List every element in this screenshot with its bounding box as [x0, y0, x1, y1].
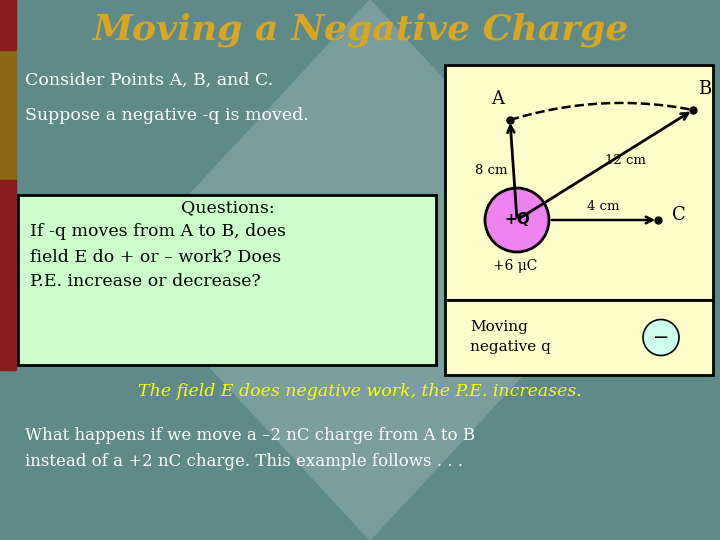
Text: field E do + or – work? Does: field E do + or – work? Does: [30, 248, 281, 266]
Bar: [445, 65, 713, 300]
Bar: [0, 0, 16, 50]
Polygon shape: [120, 0, 620, 540]
Text: instead of a +2 nC charge. This example follows . . .: instead of a +2 nC charge. This example …: [25, 454, 463, 470]
Text: 12 cm: 12 cm: [605, 153, 645, 166]
Text: +Q: +Q: [504, 213, 530, 227]
Text: +6 μC: +6 μC: [492, 259, 537, 273]
Text: Moving a Negative Charge: Moving a Negative Charge: [92, 13, 628, 47]
Text: negative q: negative q: [470, 341, 551, 354]
Bar: [445, 300, 713, 375]
Text: Suppose a negative -q is moved.: Suppose a negative -q is moved.: [25, 106, 309, 124]
Text: Consider Points A, B, and C.: Consider Points A, B, and C.: [25, 71, 274, 89]
Text: If -q moves from A to B, does: If -q moves from A to B, does: [30, 224, 286, 240]
Text: The field E does negative work, the P.E. increases.: The field E does negative work, the P.E.…: [138, 383, 582, 401]
Bar: [0, 180, 16, 370]
Text: P.E. increase or decrease?: P.E. increase or decrease?: [30, 273, 261, 291]
Text: 4 cm: 4 cm: [588, 199, 620, 213]
Text: 8 cm: 8 cm: [475, 164, 508, 177]
Circle shape: [643, 320, 679, 355]
Text: B: B: [698, 80, 711, 98]
FancyBboxPatch shape: [18, 195, 436, 365]
Text: Questions:: Questions:: [181, 199, 275, 217]
Circle shape: [485, 188, 549, 252]
Text: −: −: [653, 328, 669, 347]
Text: What happens if we move a –2 nC charge from A to B: What happens if we move a –2 nC charge f…: [25, 427, 475, 443]
Bar: [0, 0, 16, 180]
Text: Moving: Moving: [470, 321, 528, 334]
Text: C: C: [672, 206, 685, 224]
Text: A: A: [492, 90, 505, 108]
